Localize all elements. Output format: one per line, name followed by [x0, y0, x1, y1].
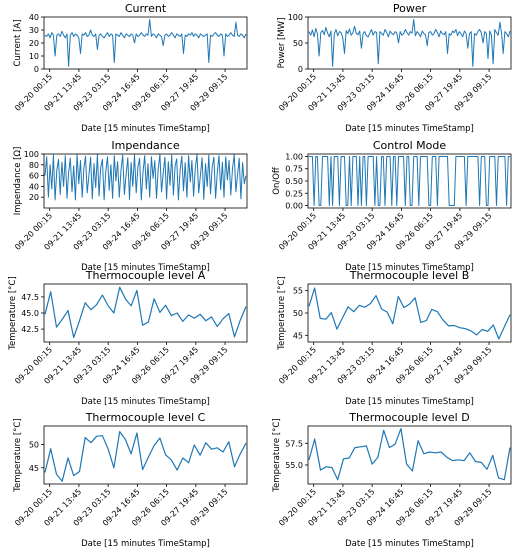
chart-1-ytick-label: 10: [29, 52, 39, 61]
chart-1-plot-frame: [43, 16, 248, 70]
chart-5-title: Thermocouple level A: [85, 269, 206, 282]
chart-4-title: Control Mode: [373, 139, 446, 152]
chart-4-ytick-label: 1.00: [285, 152, 303, 161]
chart-4-y-axis-label: On/Off: [272, 166, 282, 195]
chart-5-series-line: [44, 286, 247, 339]
chart-5-ytick-label: 42.5: [21, 325, 39, 334]
chart-1-ytick-label: 30: [29, 26, 39, 35]
chart-2-plot-frame: [307, 16, 512, 70]
chart-8-ytick-label: 57.5: [285, 439, 303, 448]
chart-1-y-axis-label: Current [A]: [13, 19, 23, 66]
chart-5-plot-frame: [43, 283, 248, 343]
chart-7-series-line: [44, 431, 247, 482]
chart-3-y-axis-label: Impendance [Ω]: [13, 147, 23, 216]
chart-1-ytick-label: 40: [29, 13, 39, 22]
chart-6-x-axis-label: Date [15 minutes TimeStamp]: [345, 397, 474, 407]
chart-3-plot-frame: [43, 153, 248, 209]
chart-3-ytick-label: 40: [29, 182, 39, 191]
chart-1-ytick-label: 20: [29, 39, 39, 48]
chart-1-series-line: [44, 19, 247, 67]
chart-5-x-axis-label: Date [15 minutes TimeStamp]: [81, 397, 210, 407]
chart-3-ytick-label: 80: [29, 161, 39, 170]
chart-8-title: Thermocouple level D: [348, 411, 469, 424]
chart-1-ytick-label: 0: [34, 65, 39, 74]
chart-5-y-axis-label: Temperature [°C]: [8, 276, 18, 350]
chart-3-ytick-label: 60: [29, 172, 39, 181]
chart-2-ytick-label: 0: [298, 65, 303, 74]
chart-8-x-axis-label: Date [15 minutes TimeStamp]: [345, 539, 474, 549]
chart-3-title: Impendance: [111, 139, 179, 152]
chart-6-series-line: [308, 287, 511, 340]
chart-8-plot-frame: [307, 425, 512, 485]
chart-7-title: Thermocouple level C: [85, 411, 206, 424]
chart-7-ytick-label: 50: [29, 441, 39, 450]
chart-3-ytick-label: 20: [29, 193, 39, 202]
chart-8-ytick-label: 55.0: [285, 461, 303, 470]
chart-4-ytick-label: 0.00: [285, 202, 303, 211]
chart-7-ytick-label: 45: [29, 464, 39, 473]
chart-5-ytick-label: 47.5: [21, 293, 39, 302]
chart-6-plot-frame: [307, 283, 512, 343]
chart-7-y-axis-label: Temperature [°C]: [13, 418, 23, 492]
chart-7-plot-frame: [43, 425, 248, 485]
chart-8-series-line: [308, 428, 511, 481]
chart-6-y-axis-label: Temperature [°C]: [277, 276, 287, 350]
chart-1-title: Current: [125, 2, 167, 15]
chart-4-series-line: [309, 156, 510, 206]
chart-5-ytick-label: 45.0: [21, 309, 39, 318]
chart-6-ytick-label: 55: [293, 287, 303, 296]
chart-8-y-axis-label: Temperature [°C]: [272, 418, 282, 492]
chart-4-ytick-label: 0.25: [285, 189, 303, 198]
chart-7-x-axis-label: Date [15 minutes TimeStamp]: [81, 539, 210, 549]
chart-2-x-axis-label: Date [15 minutes TimeStamp]: [345, 124, 474, 134]
chart-4-ytick-label: 0.50: [285, 177, 303, 186]
chart-6-title: Thermocouple level B: [349, 269, 470, 282]
chart-1-x-axis-label: Date [15 minutes TimeStamp]: [81, 124, 210, 134]
chart-2-title: Power: [393, 2, 427, 15]
chart-2-y-axis-label: Power [MW]: [277, 18, 287, 69]
chart-3-series-line: [44, 154, 247, 201]
chart-2-ytick-label: 50: [293, 39, 303, 48]
chart-3-x-axis-label: Date [15 minutes TimeStamp]: [81, 263, 210, 273]
chart-6-ytick-label: 45: [293, 331, 303, 340]
chart-2-series-line: [308, 19, 511, 67]
chart-4-ytick-label: 0.75: [285, 165, 303, 174]
chart-6-ytick-label: 50: [293, 309, 303, 318]
chart-3-ytick-label: 100: [24, 150, 39, 159]
chart-2-ytick-label: 100: [288, 13, 303, 22]
chart-4-x-axis-label: Date [15 minutes TimeStamp]: [345, 263, 474, 273]
